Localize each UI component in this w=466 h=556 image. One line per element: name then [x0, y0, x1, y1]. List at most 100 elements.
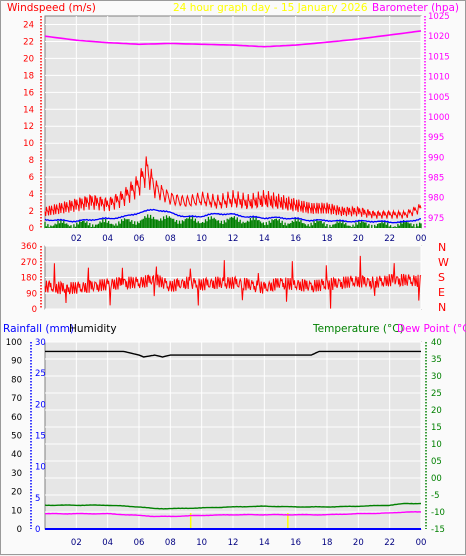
humidity-y-tick: 20	[11, 488, 22, 498]
rain-y-tick: 30	[35, 338, 46, 348]
humidity-y-tick: 60	[11, 413, 22, 423]
wind-x-tick: 10	[196, 234, 207, 244]
wind-x-tick: 12	[228, 234, 239, 244]
wind-x-tick: 14	[259, 234, 270, 244]
temp-y-tick: -5	[431, 491, 439, 501]
compass-label: N	[438, 301, 446, 314]
compass-label: N	[438, 241, 446, 254]
temp-y-tick: 20	[431, 406, 442, 416]
barometer-line	[44, 30, 422, 48]
rain-x-tick: 20	[353, 538, 364, 548]
rain-x-tick: 18	[322, 538, 333, 548]
barometer-y-tick: 980	[428, 194, 444, 204]
wind-y-tick: 18	[23, 71, 34, 81]
gust-line	[44, 156, 422, 219]
humidity-axis-label: Humidity	[69, 323, 117, 335]
humidity-y-tick: 90	[11, 357, 22, 367]
wind-y-tick: 12	[23, 122, 34, 132]
humidity-y-tick: 30	[11, 469, 22, 479]
humidity-line	[45, 350, 421, 358]
compass-label: S	[438, 271, 445, 284]
wind-y-tick: 16	[23, 88, 34, 98]
temp-y-tick: 35	[431, 355, 442, 365]
rain-x-tick: 16	[290, 538, 301, 548]
windspeed-axis-label: Windspeed (m/s)	[7, 2, 96, 14]
humidity-y-tick: 50	[11, 432, 22, 442]
direction-y-tick: 270	[21, 258, 37, 268]
rainfall-axis-label: Rainfall (mm)	[3, 323, 74, 335]
wind-x-tick: 18	[322, 234, 333, 244]
temp-y-tick: -10	[431, 508, 445, 518]
barometer-y-tick: 1015	[428, 52, 450, 62]
wind-y-tick: 4	[29, 190, 34, 200]
barometer-y-tick: 1000	[428, 113, 450, 123]
rain-x-tick: 02	[71, 538, 82, 548]
wind-x-tick: 06	[134, 234, 145, 244]
temp-y-tick: 30	[431, 372, 442, 382]
humidity-y-tick: 0	[17, 525, 22, 535]
wind-y-tick: 22	[23, 37, 34, 47]
temp-y-tick: 40	[431, 338, 442, 348]
barometer-axis-label: Barometer (hpa)	[372, 2, 459, 14]
barometer-y-tick: 1020	[428, 32, 450, 42]
wind-y-tick: 20	[23, 54, 34, 64]
series-layer	[44, 30, 422, 530]
rain-y-tick: 5	[35, 494, 40, 504]
rain-y-tick: 10	[35, 463, 46, 473]
wind-y-tick: 8	[29, 156, 34, 166]
rain-y-tick: 15	[35, 432, 46, 442]
compass-label: W	[438, 256, 449, 269]
gridlines	[45, 16, 422, 530]
rain-x-tick: 04	[102, 538, 113, 548]
barometer-y-tick: 985	[428, 174, 444, 184]
barometer-y-tick: 995	[428, 133, 444, 143]
rain-y-tick: 0	[35, 525, 40, 535]
wind-y-tick: 24	[23, 20, 34, 30]
wind-x-tick: 08	[165, 234, 176, 244]
temperature-line	[44, 502, 422, 510]
average-speed-line	[44, 208, 422, 224]
dewpoint-axis-label: Dew Point (°C)	[397, 323, 466, 335]
rain-x-tick: 12	[228, 538, 239, 548]
direction-y-tick: 180	[21, 274, 37, 284]
wind-y-tick: 6	[29, 173, 34, 183]
wind-y-tick: 14	[23, 105, 34, 115]
wind-y-tick: 0	[29, 224, 34, 234]
wind-y-tick: 2	[29, 207, 34, 217]
humidity-y-tick: 10	[11, 506, 22, 516]
wind-x-tick: 04	[102, 234, 113, 244]
axes-layer: 02 04 06 08 10 12 14 16 18 20 22 000246810121416182…	[6, 12, 450, 548]
temp-y-tick: 15	[431, 423, 442, 433]
wind-x-tick: 20	[353, 234, 364, 244]
rain-x-tick: 22	[384, 538, 395, 548]
direction-y-tick: 0	[32, 305, 37, 315]
compass-label: E	[438, 286, 445, 299]
rain-x-tick: 00	[416, 538, 427, 548]
wind-x-tick: 16	[290, 234, 301, 244]
rain-x-tick: 14	[259, 538, 270, 548]
rain-y-tick: 20	[35, 400, 46, 410]
barometer-y-tick: 975	[428, 214, 444, 224]
temp-y-tick: 05	[431, 457, 442, 467]
wind-x-tick: 00	[416, 234, 427, 244]
temperature-axis-label: Temperature (°C)	[312, 323, 404, 335]
temp-y-tick: 25	[431, 389, 442, 399]
windspeed-line	[44, 214, 422, 228]
barometer-y-tick: 1010	[428, 73, 450, 83]
rain-y-tick: 25	[35, 369, 46, 379]
barometer-y-tick: 1005	[428, 93, 450, 103]
dewpoint-line	[45, 510, 422, 518]
humidity-y-tick: 40	[11, 450, 22, 460]
rain-x-tick: 08	[165, 538, 176, 548]
rain-x-tick: 10	[196, 538, 207, 548]
wind-x-tick: 22	[384, 234, 395, 244]
wind-x-tick: 02	[71, 234, 82, 244]
wind-direction-line	[44, 255, 422, 309]
barometer-y-tick: 990	[428, 153, 444, 163]
humidity-y-tick: 80	[11, 375, 22, 385]
temp-y-tick: 00	[431, 474, 442, 484]
wind-y-tick: 10	[23, 139, 34, 149]
rain-x-tick: 06	[134, 538, 145, 548]
